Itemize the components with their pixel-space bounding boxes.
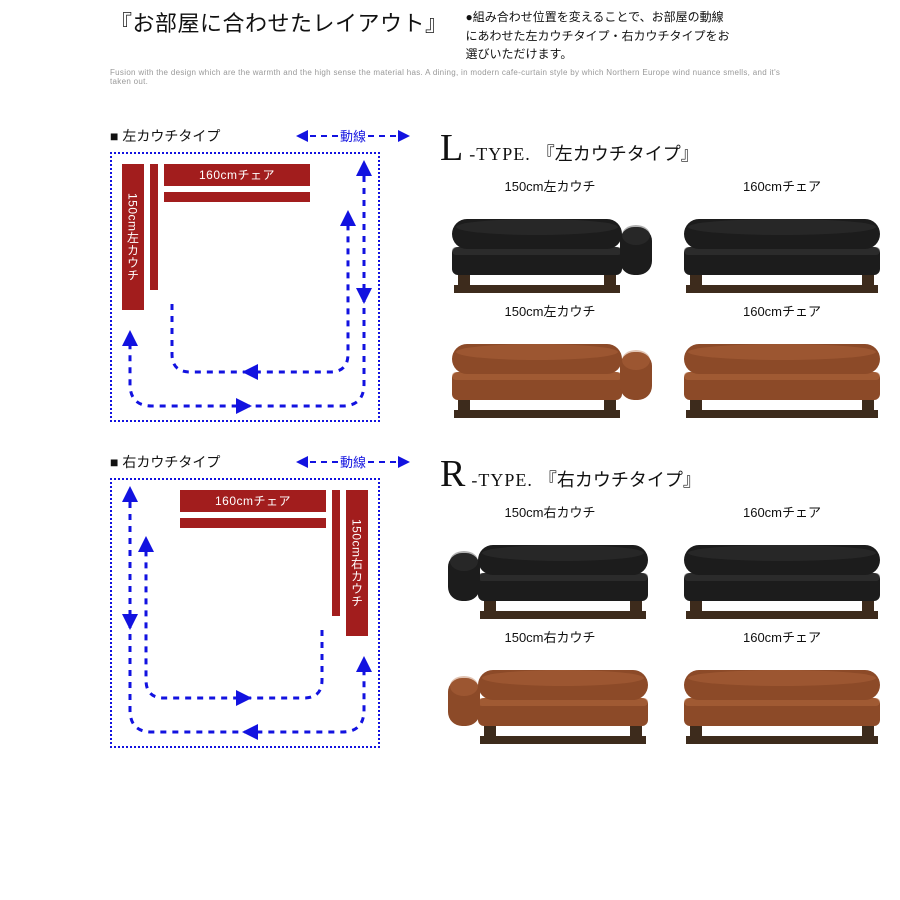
chair-block: 160cmチェア bbox=[178, 488, 328, 514]
arrow-right-icon bbox=[398, 456, 410, 468]
chair-seat-block bbox=[162, 190, 312, 204]
sofa-image bbox=[672, 648, 892, 748]
product-cell: 150cm左カウチ bbox=[440, 176, 660, 297]
couch-back-block bbox=[330, 488, 342, 618]
product-column: L -TYPE. 『左カウチタイプ』 150cm左カウチ 160cmチェア bbox=[440, 126, 894, 422]
type-jp: 『右カウチタイプ』 bbox=[539, 466, 701, 492]
desc-line: 選びいただけます。 bbox=[466, 45, 730, 64]
product-cell: 150cm右カウチ bbox=[440, 627, 660, 748]
product-grid: 150cm右カウチ 160cmチェア 1 bbox=[440, 502, 894, 748]
type-label: -TYPE. bbox=[469, 144, 531, 165]
page-title: 『お部屋に合わせたレイアウト』 bbox=[110, 6, 448, 38]
sofa-image bbox=[440, 322, 660, 422]
sofa-image bbox=[440, 523, 660, 623]
dash-icon bbox=[310, 461, 338, 463]
desc-line: にあわせた左カウチタイプ・右カウチタイプをお bbox=[466, 27, 730, 46]
couch-block: 150cm右カウチ bbox=[344, 488, 370, 638]
product-name: 150cm左カウチ bbox=[440, 176, 660, 195]
arrow-left-icon bbox=[296, 130, 308, 142]
layout-diagram: 150cm右カウチ 160cmチェア bbox=[110, 478, 380, 748]
type-jp: 『左カウチタイプ』 bbox=[537, 140, 699, 166]
product-name: 160cmチェア bbox=[672, 301, 892, 320]
chair-seat-block bbox=[178, 516, 328, 530]
diagram-title: ■ 左カウチタイプ bbox=[110, 126, 220, 146]
product-cell: 150cm左カウチ bbox=[440, 301, 660, 422]
product-name: 160cmチェア bbox=[672, 627, 892, 646]
sofa-image bbox=[672, 523, 892, 623]
arrow-right-icon bbox=[398, 130, 410, 142]
type-label: -TYPE. bbox=[471, 470, 533, 491]
product-cell: 160cmチェア bbox=[672, 301, 892, 422]
type-letter: R bbox=[440, 452, 465, 496]
sofa-image bbox=[440, 197, 660, 297]
couch-label: 150cm左カウチ bbox=[125, 193, 142, 282]
flow-label: 動線 bbox=[340, 126, 366, 145]
product-name: 150cm右カウチ bbox=[440, 627, 660, 646]
product-name: 150cm右カウチ bbox=[440, 502, 660, 521]
product-cell: 160cmチェア bbox=[672, 627, 892, 748]
type-letter: L bbox=[440, 126, 463, 170]
product-name: 160cmチェア bbox=[672, 502, 892, 521]
product-grid: 150cm左カウチ 160cmチェア 1 bbox=[440, 176, 894, 422]
chair-label: 160cmチェア bbox=[199, 166, 275, 183]
arrow-left-icon bbox=[296, 456, 308, 468]
product-name: 160cmチェア bbox=[672, 176, 892, 195]
desc-line: ●組み合わせ位置を変えることで、お部屋の動線 bbox=[466, 8, 730, 27]
flow-label: 動線 bbox=[340, 452, 366, 471]
product-name: 150cm左カウチ bbox=[440, 301, 660, 320]
sofa-image bbox=[672, 197, 892, 297]
header-description: ●組み合わせ位置を変えることで、お部屋の動線 にあわせた左カウチタイプ・右カウチ… bbox=[466, 6, 730, 64]
chair-label: 160cmチェア bbox=[215, 492, 291, 509]
header-subtext: Fusion with the design which are the war… bbox=[0, 68, 900, 96]
product-cell: 160cmチェア bbox=[672, 502, 892, 623]
layout-section: ■ 右カウチタイプ 動線 150cm右カウチ bbox=[0, 422, 900, 748]
layout-diagram: 150cm左カウチ 160cmチェア bbox=[110, 152, 380, 422]
flow-indicator: 動線 bbox=[296, 452, 410, 471]
product-cell: 160cmチェア bbox=[672, 176, 892, 297]
type-heading: R -TYPE. 『右カウチタイプ』 bbox=[440, 452, 894, 496]
product-cell: 150cm右カウチ bbox=[440, 502, 660, 623]
diagram-title: ■ 右カウチタイプ bbox=[110, 452, 220, 472]
dash-icon bbox=[368, 461, 396, 463]
product-column: R -TYPE. 『右カウチタイプ』 150cm右カウチ 160cmチェア bbox=[440, 452, 894, 748]
flow-indicator: 動線 bbox=[296, 126, 410, 145]
couch-back-block bbox=[148, 162, 160, 292]
layout-section: ■ 左カウチタイプ 動線 150cm左カウチ bbox=[0, 96, 900, 422]
sofa-image bbox=[672, 322, 892, 422]
page-header: 『お部屋に合わせたレイアウト』 ●組み合わせ位置を変えることで、お部屋の動線 に… bbox=[0, 0, 900, 68]
diagram-column: ■ 右カウチタイプ 動線 150cm右カウチ bbox=[110, 452, 410, 748]
diagram-column: ■ 左カウチタイプ 動線 150cm左カウチ bbox=[110, 126, 410, 422]
dash-icon bbox=[368, 135, 396, 137]
sofa-image bbox=[440, 648, 660, 748]
type-heading: L -TYPE. 『左カウチタイプ』 bbox=[440, 126, 894, 170]
couch-block: 150cm左カウチ bbox=[120, 162, 146, 312]
chair-block: 160cmチェア bbox=[162, 162, 312, 188]
dash-icon bbox=[310, 135, 338, 137]
couch-label: 150cm右カウチ bbox=[349, 519, 366, 608]
